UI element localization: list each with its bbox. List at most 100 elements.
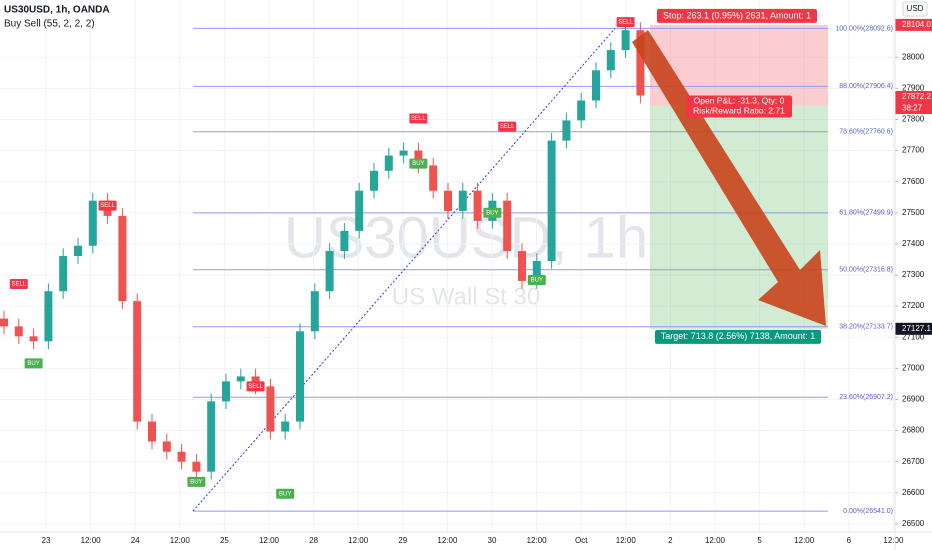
x-tick-label: 6 <box>847 536 852 545</box>
currency: USD <box>907 4 924 13</box>
signal-label: BUY <box>412 161 424 167</box>
signal-box <box>24 358 43 369</box>
signal-label: BUY <box>190 479 202 485</box>
price-tag <box>895 322 932 335</box>
signal-label: SELL <box>618 20 633 26</box>
y-tick-label: 27200 <box>902 301 925 310</box>
candle-body <box>518 251 526 281</box>
signal-label: BUY <box>27 361 39 367</box>
price-tag-label: 28104.0 <box>902 20 931 29</box>
candle-body <box>266 386 275 432</box>
candle-body <box>177 451 186 462</box>
signal-box <box>187 476 206 487</box>
signal-label: SELL <box>248 384 263 390</box>
target-label: Target: 713.8 (2.56%) 7138, Amount: 1 <box>661 331 816 341</box>
y-tick-label: 27600 <box>902 177 925 186</box>
candle-body <box>88 200 97 246</box>
price-tag-label: 27872.2 <box>902 92 931 101</box>
x-tick-label: 12:00 <box>170 536 191 545</box>
signal-box <box>483 207 502 218</box>
fib-label: 88.00%(27906.4) <box>839 83 893 90</box>
candle-body <box>59 256 68 292</box>
candle-body <box>384 155 393 171</box>
candle-body <box>399 150 408 156</box>
rr-label: Risk/Reward Ratio: 2.71 <box>693 106 785 116</box>
price-tag <box>895 91 932 104</box>
candle-body <box>562 120 571 141</box>
x-tick-label: 12:00 <box>259 536 280 545</box>
countdown-box <box>895 103 932 115</box>
candle-body <box>133 301 142 422</box>
symbol-title: US30USD, 1h, OANDA <box>4 5 110 16</box>
x-tick-label: Oct <box>575 536 588 545</box>
signal-box <box>498 121 517 132</box>
y-tick-label: 27300 <box>902 270 925 279</box>
fib-label: 61.80%(27499.9) <box>839 210 893 217</box>
price-tag-label: 27127.1 <box>902 324 931 333</box>
signal-box <box>527 275 546 285</box>
x-tick-label: 2 <box>668 536 673 545</box>
y-tick-label: 27500 <box>902 208 925 217</box>
candle-body <box>14 326 23 337</box>
y-tick-label: 26900 <box>902 395 925 404</box>
y-tick-label: 27900 <box>902 83 925 92</box>
y-tick-label: 27100 <box>902 332 925 341</box>
candle-body <box>429 165 438 191</box>
signal-box <box>276 488 295 499</box>
x-tick-label: 25 <box>220 536 229 545</box>
y-tick-label: 26500 <box>902 519 925 528</box>
indicator-label: Buy Sell (55, 2, 2, 2) <box>4 19 95 30</box>
candle-body <box>340 230 349 252</box>
fib-label: 100.00%(28092.6) <box>835 25 893 32</box>
x-tick-label: 12:00 <box>616 536 637 545</box>
candle-body <box>148 421 156 442</box>
signal-box <box>246 381 265 392</box>
candle-body <box>606 50 615 71</box>
x-tick-label: 24 <box>131 536 140 545</box>
candle-body <box>162 441 171 452</box>
x-tick-label: 5 <box>757 536 762 545</box>
candle-body <box>547 140 556 262</box>
signal-box <box>616 17 635 28</box>
candle-body <box>325 251 334 292</box>
y-tick-label: 27700 <box>902 146 925 155</box>
x-tick-label: 12:00 <box>81 536 102 545</box>
signal-label: BUY <box>531 278 543 284</box>
candle-body <box>207 401 216 472</box>
x-tick-label: 12:00 <box>437 536 458 545</box>
signal-label: SELL <box>500 124 515 130</box>
candle-body <box>444 190 452 211</box>
signal-box <box>409 113 428 124</box>
y-tick-label: 26600 <box>902 488 925 497</box>
candle-body <box>370 170 378 191</box>
fib-label: 0.00%(26541.0) <box>843 508 893 515</box>
stop-label-box <box>657 8 817 23</box>
fib-label: 38.20%(27133.7) <box>839 324 893 331</box>
signal-label: SELL <box>11 282 26 288</box>
signal-label: SELL <box>100 203 115 209</box>
y-tick-label: 28000 <box>902 52 925 61</box>
y-tick-label: 26800 <box>902 426 925 435</box>
forecast-arrow <box>632 30 826 326</box>
fib-trendline <box>192 28 616 512</box>
candle-body <box>577 100 586 121</box>
candle-body <box>503 200 512 252</box>
currency-box[interactable] <box>902 1 928 17</box>
signal-label: BUY <box>486 210 498 216</box>
candle-body <box>118 215 127 302</box>
x-tick-label: 12:00 <box>705 536 726 545</box>
candle-body <box>592 70 600 101</box>
price-tag <box>895 18 932 31</box>
fib-label: 23.60%(26907.2) <box>839 394 893 401</box>
candle-body <box>236 376 245 382</box>
candle-body <box>636 30 645 96</box>
x-tick-label: 28 <box>309 536 318 545</box>
candle-body <box>281 421 290 432</box>
signal-box <box>9 279 28 290</box>
candle-body <box>296 331 304 422</box>
candle-body <box>74 245 82 257</box>
candle-body <box>355 190 364 231</box>
candle-body <box>621 30 630 51</box>
candle-body <box>0 318 8 327</box>
